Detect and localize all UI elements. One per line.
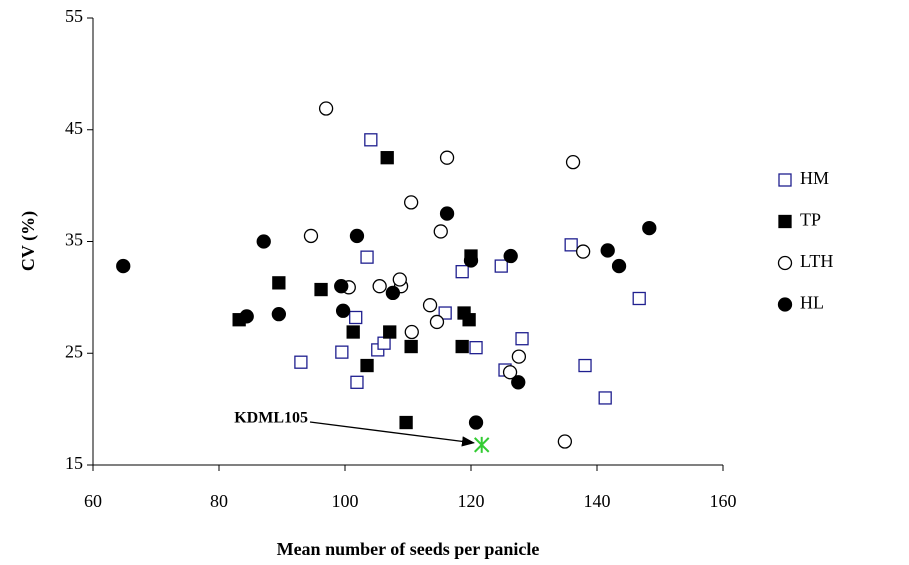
annotation-label: KDML105 bbox=[234, 410, 308, 427]
point bbox=[434, 225, 447, 238]
x-tick-label: 120 bbox=[458, 491, 485, 511]
point bbox=[336, 346, 348, 358]
y-tick-label: 25 bbox=[65, 341, 83, 361]
point bbox=[512, 376, 525, 389]
x-tick-label: 140 bbox=[584, 491, 611, 511]
point bbox=[579, 360, 591, 372]
point bbox=[565, 239, 577, 251]
legend-label: LTH bbox=[800, 251, 833, 271]
point bbox=[430, 315, 443, 328]
point bbox=[470, 416, 483, 429]
point bbox=[613, 260, 626, 273]
point bbox=[257, 235, 270, 248]
point bbox=[347, 326, 359, 338]
legend-marker bbox=[779, 257, 792, 270]
point bbox=[304, 229, 317, 242]
point bbox=[400, 417, 412, 429]
x-tick-label: 100 bbox=[332, 491, 359, 511]
y-tick-label: 15 bbox=[65, 453, 83, 473]
y-tick-label: 55 bbox=[65, 6, 83, 26]
y-tick-label: 45 bbox=[65, 118, 83, 138]
point bbox=[567, 156, 580, 169]
point bbox=[350, 311, 362, 323]
point bbox=[365, 134, 377, 146]
point bbox=[381, 152, 393, 164]
point bbox=[405, 196, 418, 209]
point bbox=[633, 292, 645, 304]
point bbox=[337, 304, 350, 317]
point bbox=[405, 326, 418, 339]
point bbox=[295, 356, 307, 368]
point bbox=[456, 266, 468, 278]
point bbox=[441, 207, 454, 220]
point bbox=[424, 299, 437, 312]
point bbox=[117, 260, 130, 273]
legend-marker bbox=[779, 216, 791, 228]
point bbox=[386, 286, 399, 299]
point bbox=[470, 342, 482, 354]
point bbox=[273, 277, 285, 289]
point bbox=[393, 273, 406, 286]
point bbox=[512, 350, 525, 363]
point bbox=[601, 244, 614, 257]
point bbox=[335, 280, 348, 293]
x-tick-label: 60 bbox=[84, 491, 102, 511]
y-axis-label: CV (%) bbox=[18, 211, 39, 271]
point bbox=[373, 280, 386, 293]
chart: Mean number of seeds per panicle CV (%) … bbox=[0, 0, 909, 565]
point bbox=[378, 337, 390, 349]
point bbox=[315, 284, 327, 296]
point bbox=[599, 392, 611, 404]
legend-label: TP bbox=[800, 210, 821, 230]
point bbox=[577, 245, 590, 258]
legend-marker bbox=[779, 174, 791, 186]
x-tick-label: 80 bbox=[210, 491, 228, 511]
point bbox=[441, 151, 454, 164]
point bbox=[465, 254, 478, 267]
point bbox=[558, 435, 571, 448]
y-tick-label: 35 bbox=[65, 230, 83, 250]
point bbox=[350, 229, 363, 242]
legend-marker bbox=[779, 298, 792, 311]
point bbox=[405, 341, 417, 353]
legend-label: HM bbox=[800, 168, 829, 188]
point bbox=[504, 250, 517, 263]
point bbox=[361, 360, 373, 372]
x-tick-label: 160 bbox=[710, 491, 737, 511]
point bbox=[516, 333, 528, 345]
legend-label: HL bbox=[800, 293, 824, 313]
point bbox=[643, 222, 656, 235]
annotation-point bbox=[475, 437, 489, 453]
point bbox=[320, 102, 333, 115]
point bbox=[495, 260, 507, 272]
point bbox=[456, 341, 468, 353]
annotation-arrow bbox=[310, 422, 474, 443]
x-axis-label: Mean number of seeds per panicle bbox=[277, 539, 540, 559]
point bbox=[240, 310, 253, 323]
point bbox=[351, 376, 363, 388]
point bbox=[361, 251, 373, 263]
point bbox=[463, 314, 475, 326]
point bbox=[384, 326, 396, 338]
point bbox=[272, 308, 285, 321]
